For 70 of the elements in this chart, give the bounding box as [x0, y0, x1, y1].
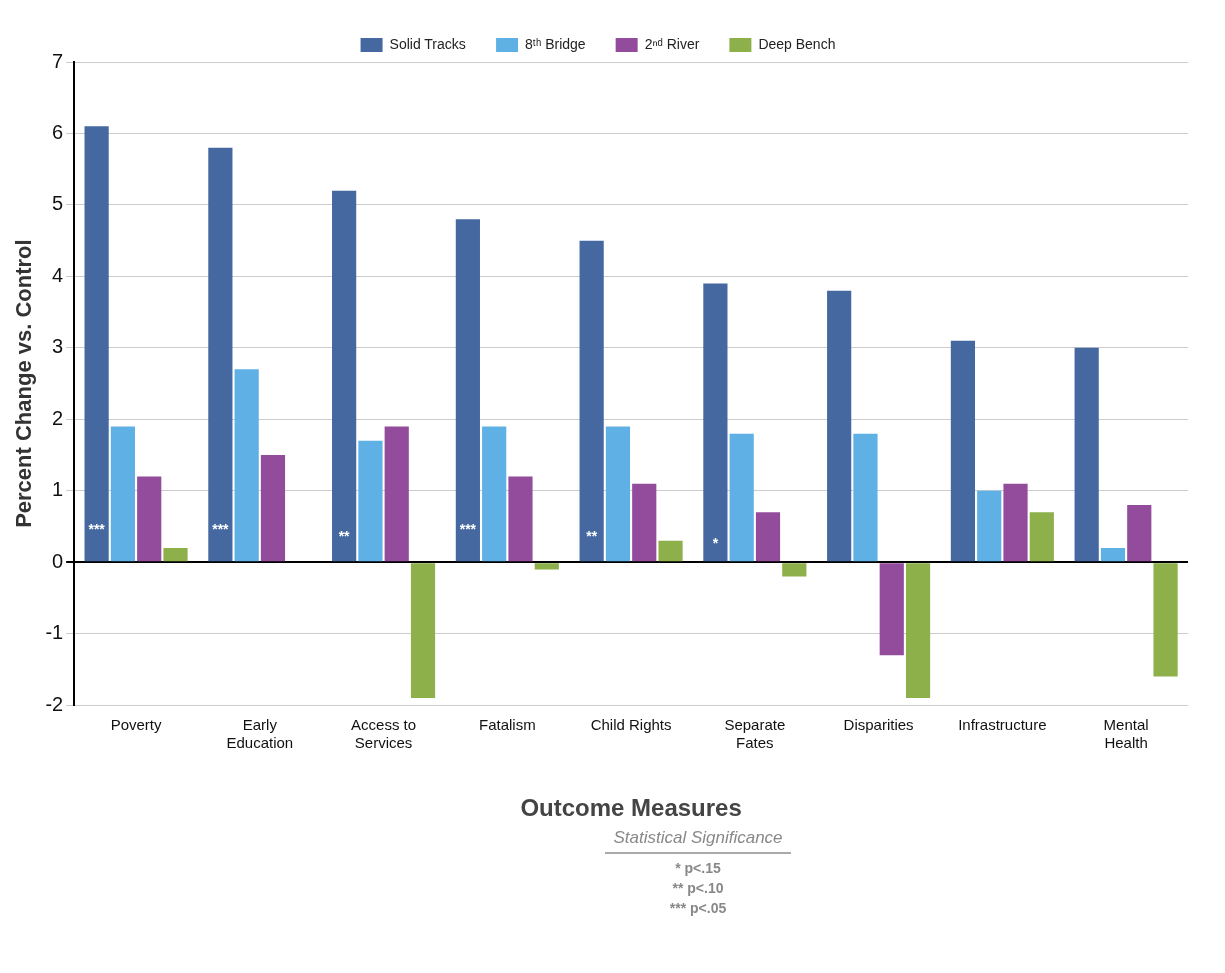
annotation: ** — [586, 528, 598, 545]
bar — [110, 426, 136, 562]
bar — [84, 126, 109, 562]
y-axis-title: Percent Change vs. Control — [11, 239, 37, 528]
bar — [137, 476, 162, 562]
bar — [260, 455, 286, 562]
bar — [977, 490, 1002, 562]
bar — [879, 563, 904, 656]
y-tick-label: 4 — [52, 263, 64, 286]
annotation: *** — [212, 520, 230, 537]
text: ** p<.10 — [672, 879, 724, 898]
bar — [658, 540, 683, 562]
bar — [508, 476, 533, 562]
y-tick-label: -1 — [45, 621, 64, 644]
bar — [729, 433, 754, 562]
text: Statistical Significance — [605, 828, 791, 854]
x-axis-title: Outcome Measures — [520, 794, 742, 822]
bar — [410, 563, 436, 699]
bar — [1029, 512, 1054, 562]
x-tick-label: Separate Fates — [724, 716, 786, 752]
y-tick-label: 0 — [52, 549, 64, 572]
annotation: ** — [338, 528, 351, 545]
y-tick-label: 7 — [52, 49, 64, 72]
bar — [1074, 347, 1099, 562]
bar — [1003, 483, 1028, 562]
bar — [1100, 547, 1126, 562]
bar — [384, 426, 409, 562]
x-tick-label: Child Rights — [590, 716, 672, 734]
x-tick-label: Access to Services — [351, 716, 417, 752]
bar — [632, 483, 657, 562]
bar — [234, 369, 259, 562]
bar — [455, 219, 480, 562]
x-tick-label: Early Education — [226, 716, 294, 752]
x-tick-label: Fatalism — [478, 716, 536, 734]
legend-label: 8ᵗʰ Bridge — [525, 35, 586, 52]
bar — [905, 563, 931, 699]
bar — [534, 563, 559, 570]
bar — [1127, 505, 1152, 562]
bar — [853, 433, 878, 562]
x-tick-label: Disparities — [843, 716, 914, 734]
text: * p<.15 — [675, 859, 721, 878]
y-tick-label: 1 — [52, 478, 64, 501]
y-tick-label: 5 — [52, 192, 64, 215]
annotation: *** — [459, 520, 477, 537]
bar — [605, 426, 631, 562]
x-tick-label: Infrastructure — [958, 716, 1047, 734]
y-tick-label: 3 — [52, 335, 64, 358]
bar — [208, 147, 233, 562]
annotation: * — [712, 535, 719, 552]
legend-label: Deep Bench — [758, 35, 836, 52]
bar — [358, 440, 383, 562]
bar — [163, 547, 188, 562]
annotation: *** — [88, 520, 106, 537]
bar — [950, 340, 976, 562]
y-tick-label: -2 — [45, 692, 64, 715]
bar — [332, 190, 357, 562]
x-tick-label: Mental Health — [1103, 716, 1149, 752]
bar — [703, 283, 728, 562]
legend-label: 2ⁿᵈ River — [644, 35, 700, 52]
legend-label: Solid Tracks — [389, 35, 466, 52]
x-tick-label: Poverty — [110, 716, 162, 734]
y-tick-label: 6 — [52, 120, 64, 143]
bar — [827, 290, 852, 562]
bar — [482, 426, 507, 562]
text: *** p<.05 — [669, 899, 727, 918]
bar — [782, 563, 807, 577]
y-tick-label: 2 — [52, 406, 64, 429]
bar — [1153, 563, 1178, 677]
bar — [755, 512, 781, 562]
bar — [579, 240, 604, 562]
